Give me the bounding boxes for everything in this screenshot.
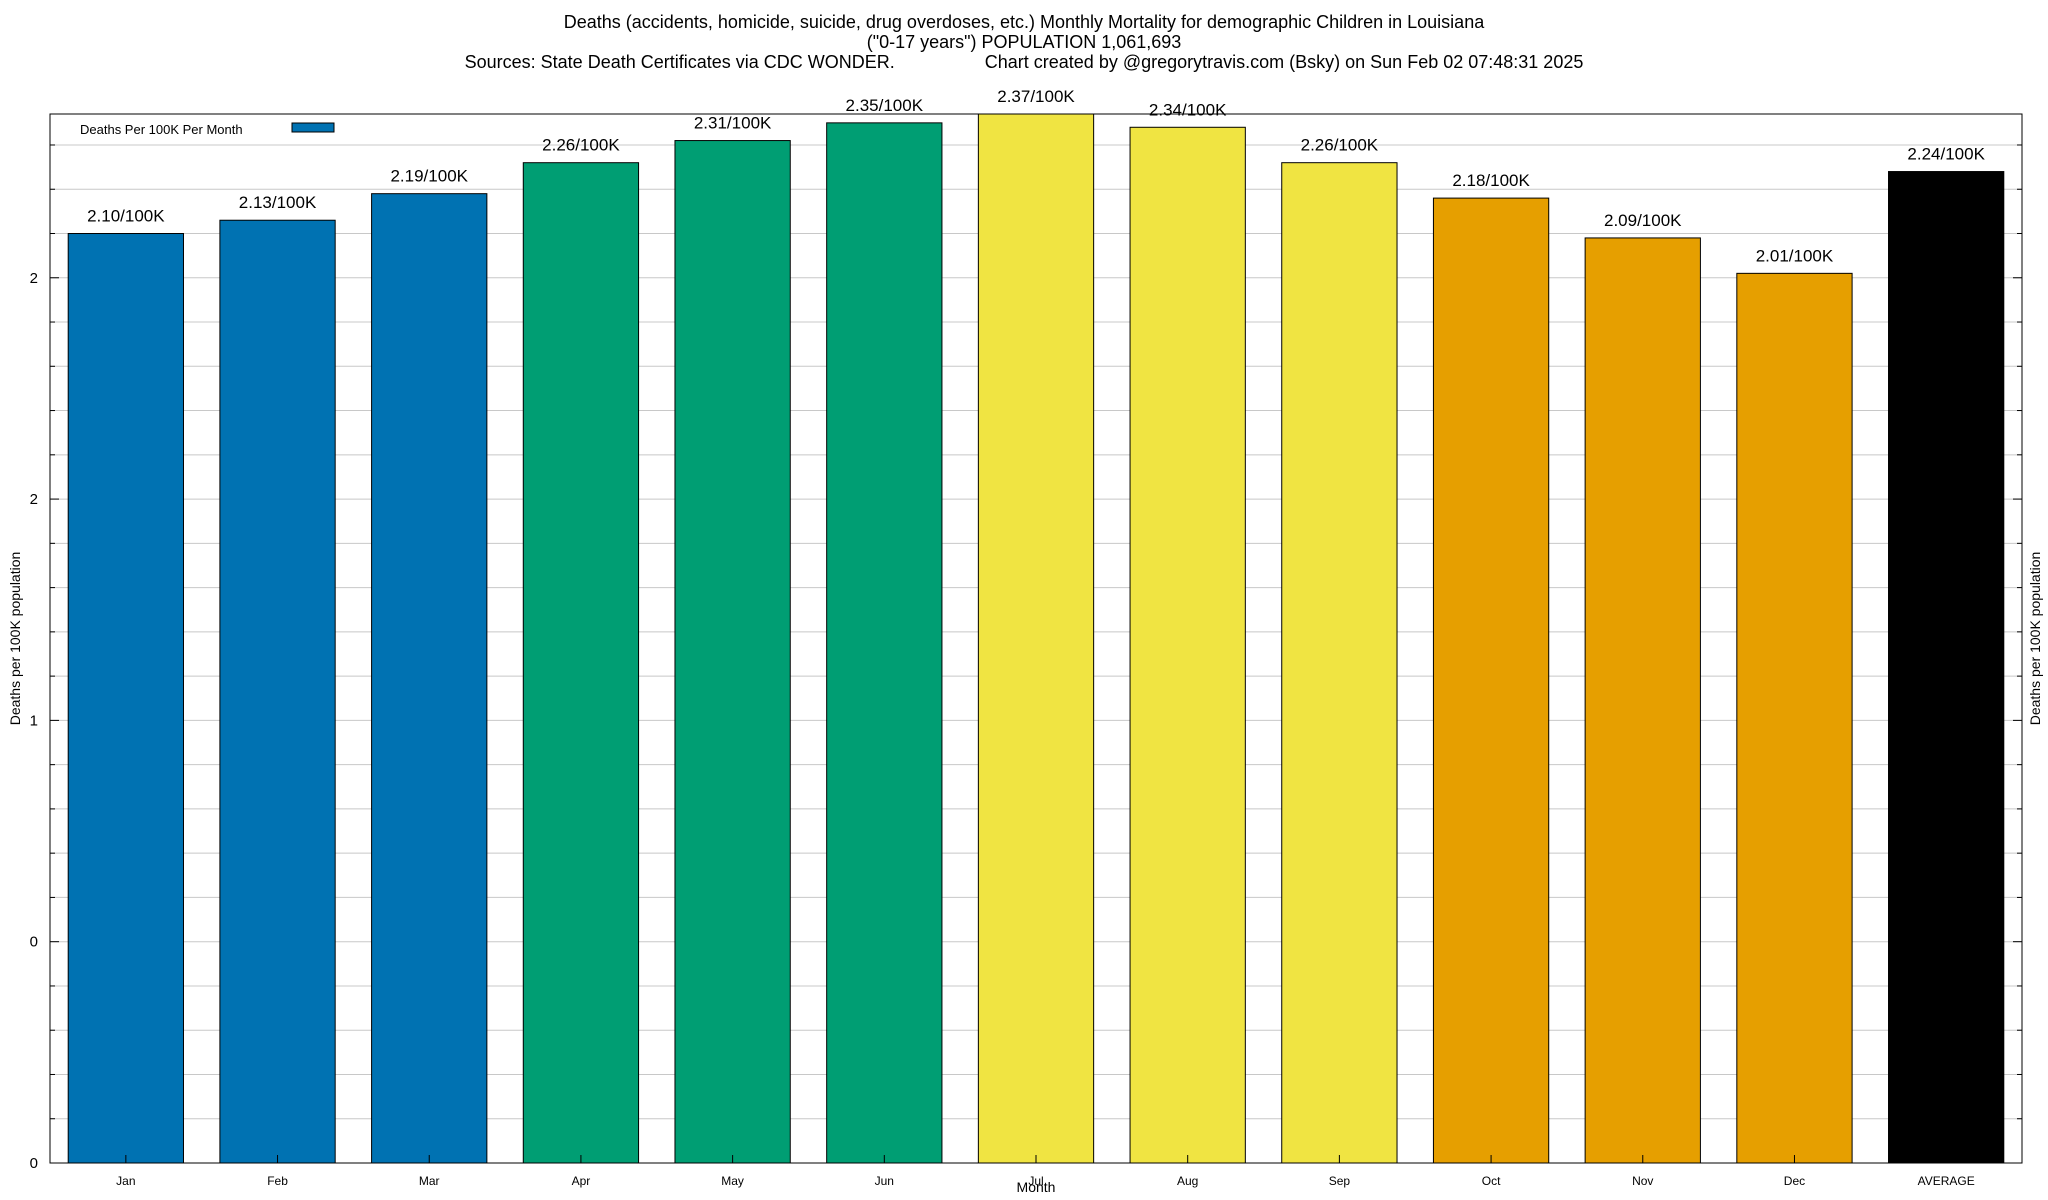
data-labels: 2.10/100K 2.13/100K 2.19/100K 2.26/100K 2.31… bbox=[87, 87, 1985, 265]
bar-nov bbox=[1584, 237, 1701, 1164]
bar-aug bbox=[1129, 126, 1246, 1164]
x-tick-label: Oct bbox=[1482, 1174, 1501, 1188]
legend: Deaths Per 100K Per Month bbox=[80, 122, 335, 137]
x-tick-label: Jun bbox=[875, 1174, 894, 1188]
data-label: 2.37/100K bbox=[997, 87, 1075, 106]
bar-jun bbox=[826, 122, 943, 1164]
legend-swatch bbox=[291, 122, 335, 133]
chart-title-block: Deaths (accidents, homicide, suicide, dr… bbox=[0, 12, 2048, 72]
x-tick-labels: Jan Feb Mar Apr May Jun Jul Aug Sep Oct Nov Dec AVER… bbox=[116, 1155, 1975, 1188]
y-tick-label: 2 bbox=[30, 491, 38, 508]
x-tick-label: AVERAGE bbox=[1918, 1174, 1975, 1188]
x-tick-label: Dec bbox=[1784, 1174, 1805, 1188]
y2-axis-label: Deaths per 100K population bbox=[2027, 552, 2043, 726]
legend-label: Deaths Per 100K Per Month bbox=[80, 122, 243, 137]
y-tick-label: 0 bbox=[30, 1155, 38, 1172]
bar-mar bbox=[371, 193, 488, 1164]
bar-jan bbox=[67, 233, 184, 1164]
x-tick-label: Nov bbox=[1632, 1174, 1653, 1188]
x-tick-label: May bbox=[721, 1174, 744, 1188]
data-label: 2.26/100K bbox=[542, 136, 620, 155]
bars bbox=[67, 113, 2005, 1164]
data-label: 2.35/100K bbox=[846, 96, 924, 115]
data-label: 2.18/100K bbox=[1452, 171, 1530, 190]
x-tick-label: Sep bbox=[1329, 1174, 1351, 1188]
bar-jul bbox=[977, 113, 1095, 1164]
chart-credit: Chart created by @gregorytravis.com (Bsk… bbox=[984, 52, 1584, 72]
data-label: 2.31/100K bbox=[694, 114, 772, 133]
data-label: 2.01/100K bbox=[1756, 246, 1834, 265]
y-ticks: 0 0 1 2 2 bbox=[30, 144, 2022, 1172]
bar-oct bbox=[1432, 197, 1550, 1164]
chart-source: Sources: State Death Certificates via CD… bbox=[464, 52, 895, 72]
chart-subtitle: ("0-17 years") POPULATION 1,061,693 bbox=[866, 32, 1182, 52]
chart-title: Deaths (accidents, homicide, suicide, dr… bbox=[563, 12, 1485, 32]
x-tick-label: Aug bbox=[1177, 1174, 1198, 1188]
chart-source-row: Sources: State Death Certificates via CD… bbox=[0, 52, 2048, 72]
bar-dec bbox=[1736, 272, 1853, 1164]
data-label: 2.34/100K bbox=[1149, 100, 1227, 119]
x-axis-label: Month bbox=[1017, 1179, 1056, 1195]
bar-average bbox=[1888, 171, 2005, 1164]
y-tick-label: 0 bbox=[30, 934, 38, 951]
x-tick-label: Apr bbox=[572, 1174, 591, 1188]
bar-feb bbox=[219, 219, 336, 1164]
x-tick-label: Jul bbox=[1028, 1174, 1043, 1188]
bar-may bbox=[674, 140, 791, 1164]
x-tick-label: Jan bbox=[116, 1174, 135, 1188]
y-tick-label: 1 bbox=[30, 712, 38, 729]
data-label: 2.10/100K bbox=[87, 207, 165, 226]
y-tick-label: 2 bbox=[30, 270, 38, 287]
y-axis-label: Deaths per 100K population bbox=[7, 552, 23, 726]
x-tick-label: Feb bbox=[267, 1174, 288, 1188]
bar-apr bbox=[522, 162, 640, 1164]
data-label: 2.26/100K bbox=[1301, 136, 1379, 155]
x-tick-label: Mar bbox=[419, 1174, 440, 1188]
data-label: 2.13/100K bbox=[239, 193, 317, 212]
data-label: 2.19/100K bbox=[390, 167, 468, 186]
data-label: 2.24/100K bbox=[1907, 145, 1985, 164]
data-label: 2.09/100K bbox=[1604, 211, 1682, 230]
bar-sep bbox=[1281, 162, 1398, 1164]
